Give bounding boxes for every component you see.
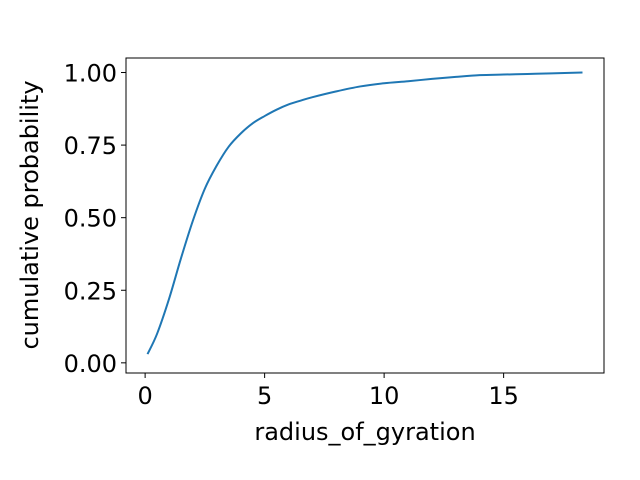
y-tick-label: 0.00 bbox=[64, 350, 117, 378]
y-tick-label: 0.50 bbox=[64, 205, 117, 233]
plot-area bbox=[125, 57, 605, 374]
series-line bbox=[146, 71, 583, 355]
y-tick-label: 0.75 bbox=[64, 132, 117, 160]
x-tick-label: 5 bbox=[257, 382, 272, 410]
y-tick-label: 0.25 bbox=[64, 277, 117, 305]
y-axis-label: cumulative probability bbox=[16, 80, 44, 349]
y-tick-label: 1.00 bbox=[64, 60, 117, 88]
x-tick-label: 0 bbox=[137, 382, 152, 410]
x-tick-label: 15 bbox=[488, 382, 519, 410]
x-tick-label: 10 bbox=[369, 382, 400, 410]
x-axis: 0 5 10 15 bbox=[137, 373, 519, 410]
y-axis: 0.00 0.25 0.50 0.75 1.00 bbox=[64, 60, 126, 378]
x-axis-label: radius_of_gyration bbox=[254, 418, 475, 446]
